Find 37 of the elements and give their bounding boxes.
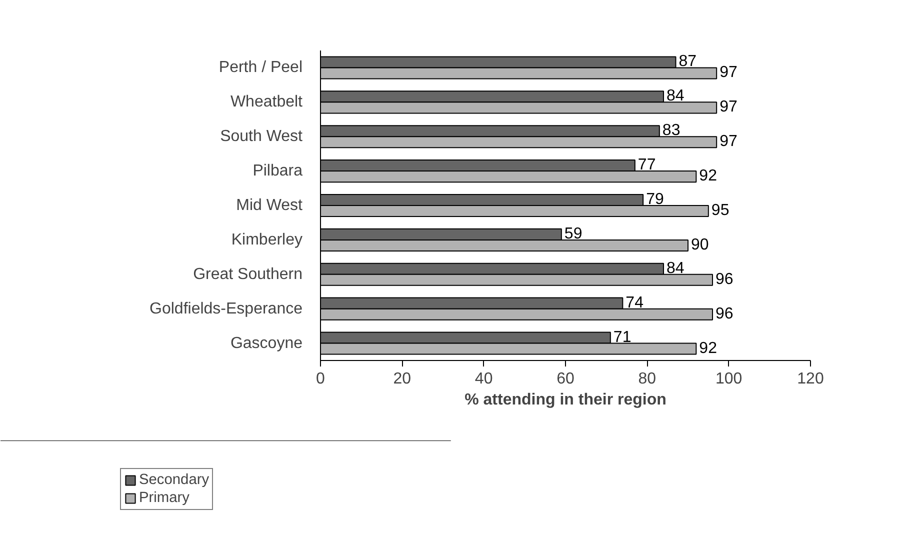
- data-label: 71: [613, 328, 632, 346]
- data-label: 90: [691, 236, 709, 254]
- legend-label: Primary: [139, 490, 190, 506]
- data-label: 83: [662, 122, 680, 140]
- x-tick-label: 120: [797, 370, 824, 388]
- data-label: 84: [666, 88, 684, 105]
- data-label: 84: [666, 260, 684, 277]
- y-tick-label: Gascoyne: [230, 334, 303, 352]
- data-label: 92: [699, 168, 718, 185]
- data-label: 92: [699, 340, 718, 357]
- data-label: 77: [638, 156, 656, 174]
- data-label: 74: [626, 294, 644, 312]
- y-tick-label: Wheatbelt: [230, 94, 304, 111]
- x-tick-label: 40: [474, 370, 493, 388]
- data-label: 87: [678, 53, 697, 70]
- x-tick-label: 0: [316, 370, 326, 388]
- data-label: 96: [716, 270, 734, 288]
- x-tick-label: 80: [638, 370, 656, 388]
- data-label: 97: [720, 64, 738, 82]
- y-tick-label: South West: [220, 128, 304, 146]
- y-tick-label: Mid West: [236, 197, 304, 214]
- data-label: 97: [720, 133, 738, 150]
- legend-label: Secondary: [139, 472, 210, 488]
- x-tick-label: 60: [556, 370, 574, 388]
- data-label: 96: [716, 305, 734, 322]
- data-label: 97: [720, 98, 738, 116]
- y-tick-label: Pilbara: [252, 162, 303, 180]
- data-label: 95: [711, 202, 730, 220]
- y-tick-label: Kimberley: [231, 231, 303, 248]
- x-tick-label: 20: [393, 370, 412, 388]
- y-tick-label: Great Southern: [193, 266, 303, 283]
- data-label: 79: [646, 190, 664, 208]
- x-axis-title: % attending in their region: [464, 392, 666, 408]
- data-label: 59: [564, 225, 582, 242]
- y-tick-label: Goldfields-Esperance: [150, 300, 303, 318]
- x-tick-label: 100: [715, 370, 742, 388]
- y-tick-label: Perth / Peel: [218, 59, 303, 76]
